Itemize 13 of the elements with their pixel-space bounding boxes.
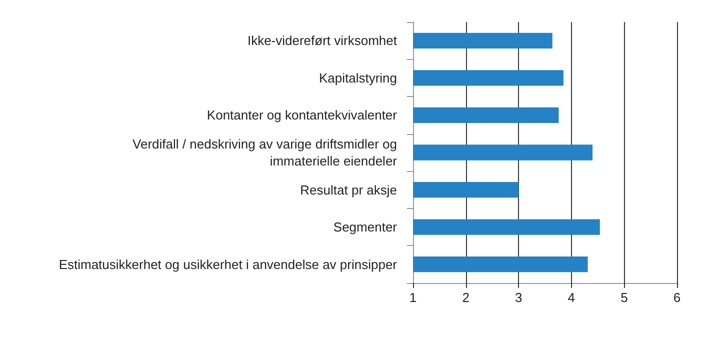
y-tick-label: Estimatusikkerhet og usikkerhet i anvendelse av prinsipper xyxy=(58,256,398,272)
x-tick-label: 6 xyxy=(673,290,681,305)
y-tick-label: Ikke-videreført virksomhet xyxy=(247,33,398,48)
y-tick-label: Verdifall / nedskriving av varige driftsmidler og immaterielle eiendeler xyxy=(132,136,398,168)
y-tick-label: Kontanter og kontantekvivalenter xyxy=(206,108,398,123)
x-tick-label: 1 xyxy=(409,290,417,305)
x-tick-label: 3 xyxy=(514,290,522,305)
y-tick-label: Resultat pr aksje xyxy=(300,182,397,198)
x-tick-label: 4 xyxy=(568,290,576,305)
x-tick-label: 2 xyxy=(462,290,470,305)
y-tick-label: Kapitalstyring xyxy=(318,70,397,86)
y-tick-label: Segmenter xyxy=(333,220,398,235)
x-tick-label: 5 xyxy=(620,290,628,305)
